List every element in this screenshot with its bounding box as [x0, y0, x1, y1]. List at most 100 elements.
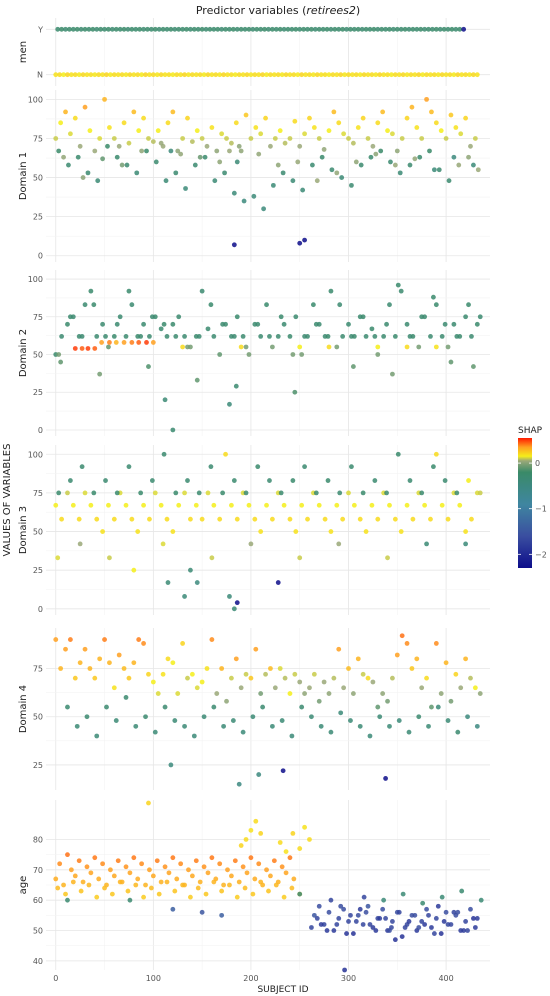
data-point [397, 170, 403, 176]
data-point [309, 26, 314, 32]
data-point [394, 652, 400, 658]
data-point [231, 242, 237, 248]
data-point [207, 26, 213, 32]
data-point [280, 768, 286, 774]
data-point [227, 26, 232, 32]
data-point [229, 675, 234, 681]
data-point [65, 490, 70, 496]
data-point [155, 128, 161, 134]
data-point [431, 931, 437, 936]
data-point [331, 928, 337, 933]
data-point [199, 516, 205, 522]
data-point [100, 321, 105, 327]
y-tick-label: 75 [33, 313, 43, 322]
data-point [85, 170, 91, 176]
data-point [84, 72, 90, 78]
data-point [158, 502, 164, 508]
data-point [338, 710, 344, 716]
data-point [302, 824, 307, 830]
data-point [121, 26, 127, 32]
data-point [129, 340, 135, 345]
data-point [313, 321, 319, 327]
data-point [150, 340, 156, 345]
data-point [217, 516, 223, 522]
data-point [92, 72, 98, 78]
data-point [68, 867, 74, 873]
data-point [72, 115, 78, 121]
y-tick-label: 70 [33, 866, 43, 875]
data-point [172, 718, 178, 723]
data-point [307, 685, 312, 691]
data-point [196, 334, 202, 339]
data-point [199, 909, 205, 915]
y-tick-label: 80 [33, 835, 43, 844]
data-point [398, 288, 404, 294]
data-point [377, 72, 383, 78]
data-point [380, 691, 386, 696]
data-point [193, 502, 199, 508]
data-point [121, 120, 127, 126]
data-point [182, 594, 187, 599]
data-point [90, 26, 96, 32]
data-point [350, 140, 356, 146]
data-point [442, 478, 448, 483]
data-point [368, 154, 374, 160]
data-point [305, 516, 310, 522]
data-point [262, 26, 267, 32]
data-point [471, 915, 476, 921]
data-point [84, 864, 90, 870]
data-point [220, 490, 226, 496]
data-point [123, 502, 129, 508]
data-point [377, 714, 383, 720]
data-point [325, 478, 331, 483]
data-point [116, 652, 122, 658]
data-point [410, 26, 416, 32]
data-point [219, 912, 225, 918]
data-point [390, 919, 395, 924]
data-point [58, 666, 64, 671]
data-point [477, 314, 483, 320]
data-point [133, 882, 139, 888]
data-point [275, 334, 281, 339]
data-point [334, 922, 340, 927]
panel-y-label: men [18, 41, 29, 63]
data-point [136, 128, 142, 134]
data-point [348, 718, 353, 723]
data-point [321, 147, 327, 152]
data-point [126, 140, 132, 146]
data-point [375, 704, 381, 710]
data-point [270, 182, 276, 188]
data-point [350, 931, 356, 936]
data-point [314, 72, 320, 78]
data-point [53, 72, 59, 78]
data-point [291, 72, 297, 78]
points-domain-2 [53, 282, 483, 433]
data-point [437, 26, 443, 32]
data-point [189, 671, 195, 677]
data-point [229, 140, 234, 146]
data-point [355, 656, 361, 662]
data-point [136, 340, 142, 345]
data-point [217, 352, 223, 357]
data-point [299, 72, 305, 78]
data-point [410, 516, 416, 522]
data-point [133, 26, 139, 32]
data-point [264, 72, 269, 78]
data-point [372, 334, 378, 339]
data-point [357, 516, 363, 522]
data-point [201, 72, 207, 78]
data-point [192, 162, 198, 168]
data-point [175, 148, 181, 154]
data-point [424, 96, 429, 102]
data-point [461, 26, 467, 32]
data-point [107, 555, 112, 561]
data-point [143, 882, 148, 888]
data-point [447, 72, 453, 78]
data-point [114, 490, 120, 496]
data-point [72, 346, 78, 351]
data-point [445, 516, 451, 522]
data-point [419, 314, 425, 320]
data-point [463, 314, 469, 320]
data-point [141, 641, 146, 646]
data-point [86, 26, 92, 32]
